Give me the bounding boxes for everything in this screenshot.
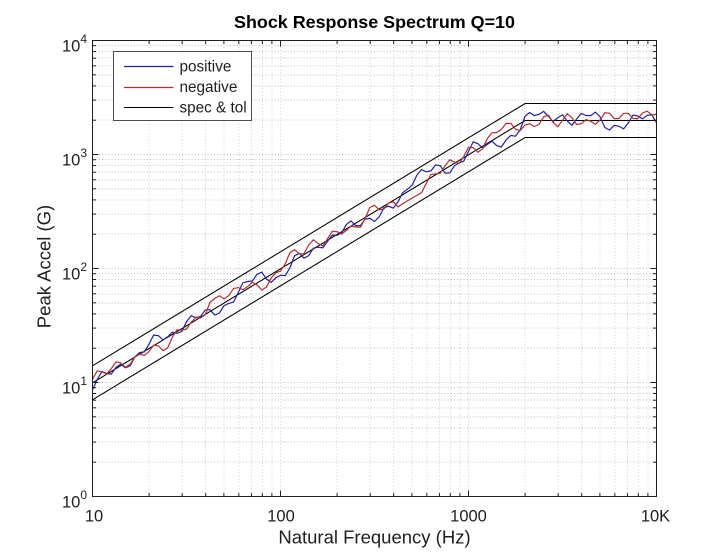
- svg-text:10K: 10K: [641, 508, 670, 526]
- svg-text:negative: negative: [180, 79, 238, 96]
- svg-text:Shock Response Spectrum Q=10: Shock Response Spectrum Q=10: [234, 12, 515, 32]
- svg-text:100: 100: [267, 508, 295, 526]
- svg-text:positive: positive: [180, 59, 232, 76]
- svg-text:1000: 1000: [450, 508, 487, 526]
- svg-text:spec & tol: spec & tol: [180, 100, 247, 117]
- svg-text:Natural Frequency (Hz): Natural Frequency (Hz): [278, 527, 470, 548]
- svg-text:10: 10: [85, 508, 103, 526]
- svg-text:Peak Accel (G): Peak Accel (G): [34, 205, 55, 328]
